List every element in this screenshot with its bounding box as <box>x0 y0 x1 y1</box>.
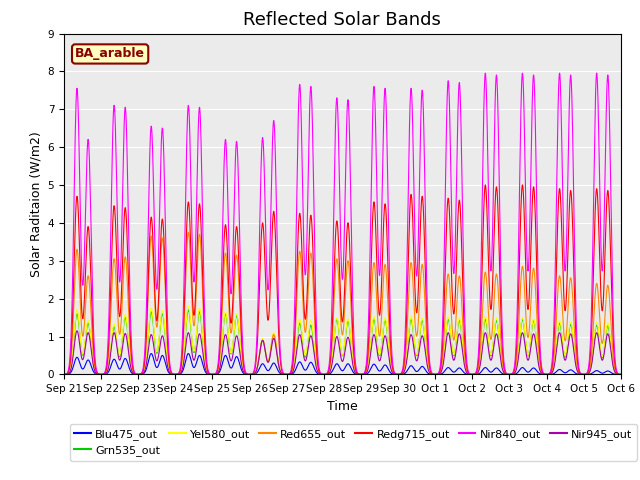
Line: Red655_out: Red655_out <box>64 232 621 374</box>
Nir840_out <box>157 166 164 172</box>
Title: Reflected Solar Bands: Reflected Solar Bands <box>243 11 442 29</box>
Nir945_out <box>124 342 132 348</box>
Nir945_out <box>73 328 81 334</box>
Yel580_out <box>274 354 282 360</box>
Red655_out <box>546 371 554 377</box>
Grn535_out <box>298 331 306 337</box>
Nir840_out <box>606 145 614 151</box>
Grn535_out <box>124 329 131 335</box>
Blu475_out <box>147 351 155 357</box>
Nir945_out <box>617 372 625 377</box>
Yel580_out <box>546 371 554 377</box>
Grn535_out <box>184 307 192 313</box>
Text: BA_arable: BA_arable <box>75 48 145 60</box>
Nir840_out <box>298 135 305 141</box>
Red655_out <box>60 372 68 377</box>
Nir840_out <box>124 171 131 177</box>
Redg715_out <box>157 242 164 248</box>
Redg715_out <box>60 372 68 377</box>
Line: Redg715_out: Redg715_out <box>64 185 621 374</box>
Nir945_out <box>60 372 68 377</box>
Grn535_out <box>546 371 554 377</box>
Yel580_out <box>298 328 306 334</box>
Red655_out <box>274 355 282 361</box>
Red655_out <box>606 304 614 310</box>
Grn535_out <box>157 321 164 327</box>
Yel580_out <box>617 372 625 377</box>
Nir945_out <box>274 357 282 362</box>
Yel580_out <box>184 303 192 309</box>
Line: Nir945_out: Nir945_out <box>64 331 621 374</box>
Line: Nir840_out: Nir840_out <box>64 73 621 374</box>
Nir945_out <box>606 341 614 347</box>
Yel580_out <box>606 333 614 339</box>
Line: Yel580_out: Yel580_out <box>64 306 621 374</box>
Blu475_out <box>546 372 554 377</box>
Red655_out <box>184 229 192 235</box>
Red655_out <box>157 258 164 264</box>
X-axis label: Time: Time <box>327 400 358 413</box>
Nir840_out <box>546 370 554 376</box>
Y-axis label: Solar Raditaion (W/m2): Solar Raditaion (W/m2) <box>29 131 42 277</box>
Redg715_out <box>546 371 554 376</box>
Grn535_out <box>606 335 614 341</box>
Nir840_out <box>593 70 600 76</box>
Line: Blu475_out: Blu475_out <box>64 354 621 374</box>
Nir840_out <box>274 259 282 264</box>
Grn535_out <box>617 372 625 377</box>
Line: Grn535_out: Grn535_out <box>64 310 621 374</box>
Redg715_out <box>298 240 305 246</box>
Blu475_out <box>617 372 625 377</box>
Yel580_out <box>60 372 68 377</box>
Grn535_out <box>274 355 282 361</box>
Blu475_out <box>60 372 68 377</box>
Yel580_out <box>157 318 164 324</box>
Redg715_out <box>124 246 131 252</box>
Redg715_out <box>518 182 526 188</box>
Legend: Blu475_out, Grn535_out, Yel580_out, Red655_out, Redg715_out, Nir840_out, Nir945_: Blu475_out, Grn535_out, Yel580_out, Red6… <box>70 424 637 460</box>
Nir840_out <box>617 372 625 377</box>
Blu475_out <box>298 362 306 368</box>
Blu475_out <box>124 360 131 365</box>
Grn535_out <box>60 372 68 377</box>
Red655_out <box>298 275 306 281</box>
Red655_out <box>617 372 625 377</box>
Nir840_out <box>60 372 68 377</box>
Nir945_out <box>157 338 164 344</box>
Blu475_out <box>157 355 164 361</box>
Blu475_out <box>274 367 282 372</box>
Blu475_out <box>606 369 614 375</box>
Redg715_out <box>274 299 282 305</box>
Yel580_out <box>124 326 131 332</box>
Red655_out <box>124 283 131 289</box>
Redg715_out <box>617 372 625 377</box>
Nir945_out <box>298 340 306 346</box>
Redg715_out <box>606 233 614 239</box>
Nir945_out <box>546 371 554 377</box>
